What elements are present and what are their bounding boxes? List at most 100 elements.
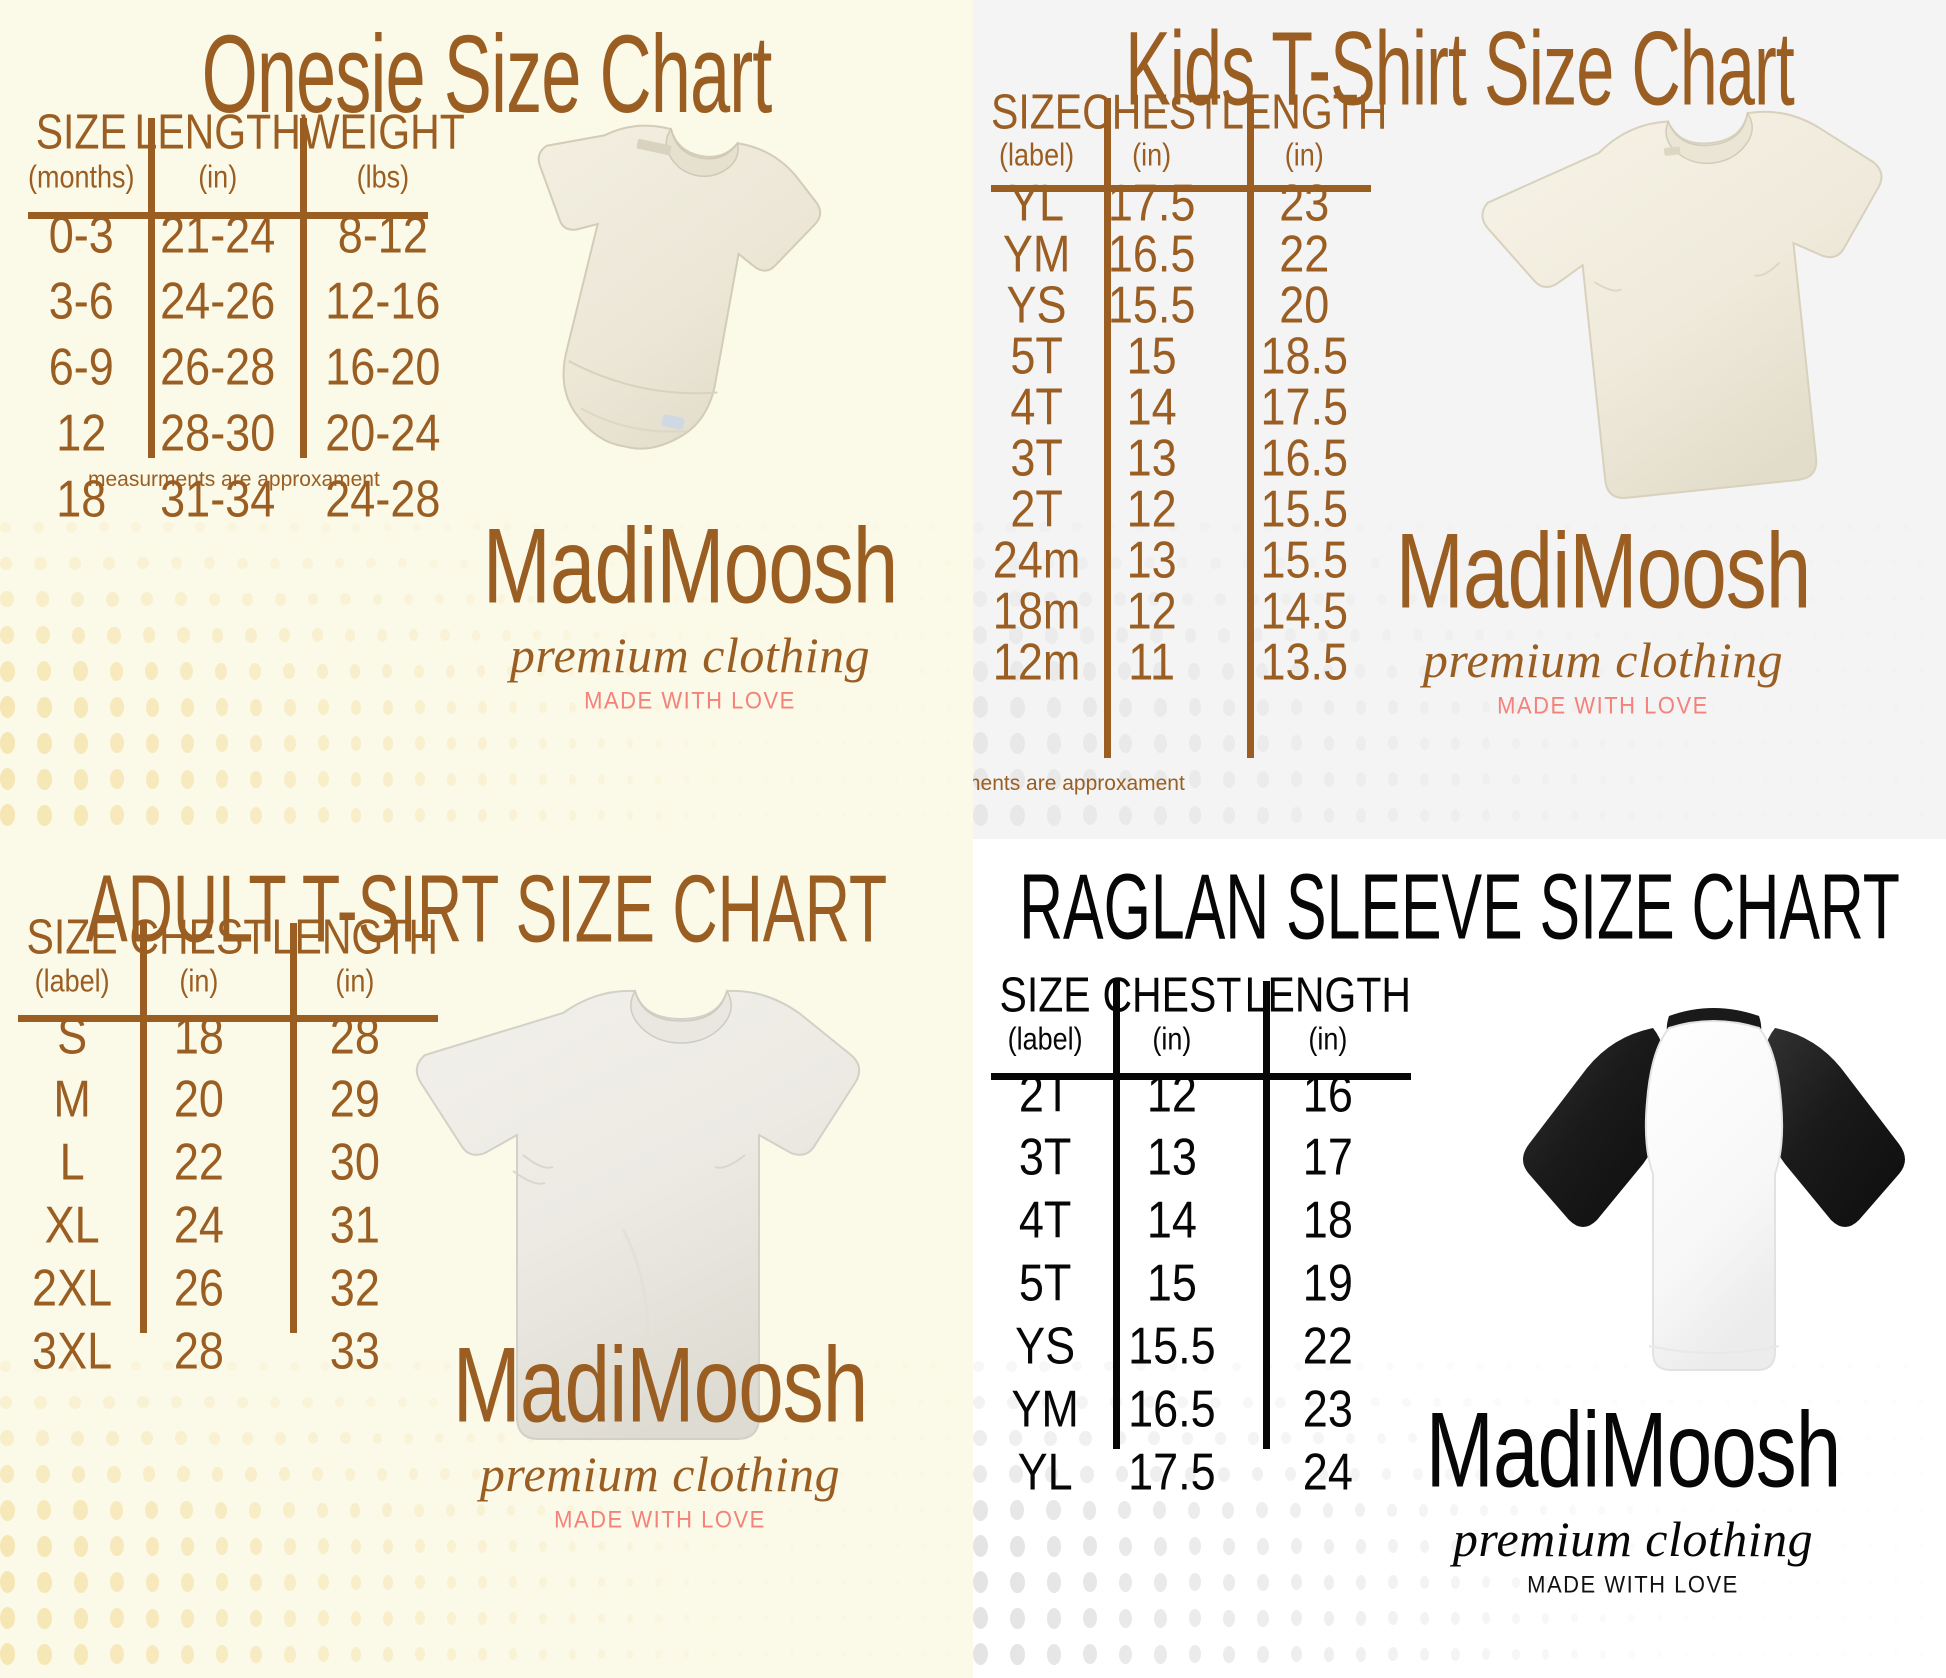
- dot: [0, 804, 16, 826]
- dot: [73, 1535, 89, 1557]
- cell-length: 28-30: [160, 402, 276, 462]
- cell-weight: 16-20: [325, 336, 441, 396]
- dot: [447, 1539, 456, 1553]
- cell-size: 5T: [1018, 1253, 1072, 1312]
- dot: [598, 738, 606, 748]
- dot: [842, 1579, 847, 1585]
- dot: [946, 1651, 951, 1657]
- dot: [894, 1615, 899, 1621]
- dot: [37, 732, 52, 754]
- cell-size: XL: [44, 1195, 100, 1254]
- brand-name: MadiMoosh: [452, 1326, 869, 1445]
- dot: [415, 700, 426, 714]
- dot: [1356, 1610, 1367, 1626]
- dot: [1046, 732, 1062, 754]
- dot: [1541, 737, 1550, 749]
- column-subheader-size: (months): [28, 159, 135, 194]
- dot: [1223, 770, 1236, 788]
- table-column-divider: [140, 923, 147, 1333]
- raglan-photo: [1503, 994, 1923, 1414]
- dot: [1153, 805, 1167, 825]
- cell-length: 30: [329, 1132, 380, 1191]
- dot: [1323, 1610, 1335, 1626]
- brand-love-text: MADE WITH LOVE: [584, 686, 796, 715]
- dot: [842, 1543, 847, 1549]
- dot: [1188, 734, 1202, 752]
- brand-name: MadiMoosh: [1425, 1391, 1842, 1510]
- dot: [539, 1648, 547, 1660]
- dot: [816, 1615, 821, 1621]
- dot: [1815, 776, 1820, 782]
- dot: [1188, 1609, 1202, 1627]
- dot: [711, 739, 716, 747]
- dot: [73, 1643, 89, 1665]
- table-row: 18m 12 14.5: [991, 581, 1387, 640]
- dot: [508, 1612, 518, 1624]
- dot: [737, 740, 742, 746]
- cell-weight: 24-28: [325, 468, 441, 528]
- dot: [655, 1577, 662, 1587]
- dot: [37, 1571, 52, 1593]
- dot: [1223, 1573, 1236, 1591]
- cell-chest: 15.5: [1107, 275, 1196, 334]
- dot: [1481, 1648, 1491, 1660]
- dot: [383, 699, 394, 715]
- dot: [683, 775, 690, 783]
- dot: [737, 1543, 742, 1549]
- dot: [110, 1572, 124, 1592]
- dot: [1710, 1615, 1715, 1621]
- dot: [1541, 809, 1550, 821]
- dot: [1841, 812, 1846, 818]
- dot: [1083, 1608, 1097, 1628]
- cell-chest: 12: [1126, 581, 1177, 640]
- dot: [737, 1579, 742, 1585]
- dot: [539, 773, 547, 785]
- brand-tagline: premium clothing: [1422, 631, 1784, 688]
- cell-size: YS: [1015, 1316, 1076, 1375]
- dot: [1223, 806, 1236, 824]
- cell-chest: 16.5: [1128, 1379, 1216, 1438]
- dot: [344, 628, 355, 642]
- dot: [477, 772, 487, 786]
- dot: [655, 1541, 662, 1551]
- dot: [245, 1466, 257, 1482]
- column-subheader-size: (label): [1007, 1021, 1083, 1056]
- dot: [317, 1646, 329, 1662]
- dot: [539, 1576, 547, 1588]
- dot: [0, 732, 16, 754]
- cell-length: 20: [1279, 275, 1330, 334]
- dot: [598, 810, 606, 820]
- dot: [1010, 1500, 1025, 1520]
- cell-size: 3T: [1018, 1127, 1072, 1186]
- dot: [278, 1467, 290, 1481]
- dot: [973, 591, 987, 607]
- cell-size: 2XL: [32, 1258, 113, 1317]
- dot: [1223, 734, 1236, 752]
- table-header-divider: [991, 185, 1371, 192]
- dot: [350, 1646, 362, 1662]
- dot: [1118, 1608, 1132, 1628]
- dot: [946, 1615, 951, 1621]
- dot: [383, 807, 394, 823]
- dot: [180, 769, 194, 789]
- dot: [180, 1501, 193, 1519]
- dot: [180, 1536, 194, 1556]
- dot: [1257, 1645, 1269, 1663]
- panel-kids-tshirt: Kids T-Shirt Size Chart: [973, 0, 1946, 839]
- dot: [1763, 776, 1768, 782]
- dot: [241, 592, 254, 606]
- dot: [568, 809, 577, 821]
- column-header-size: SIZE: [35, 104, 127, 160]
- dot-row: [0, 1600, 973, 1636]
- dot: [37, 661, 52, 681]
- cell-chest: 17.5: [1128, 1442, 1216, 1501]
- dot: [383, 1610, 394, 1626]
- dot: [180, 805, 194, 825]
- dot: [868, 740, 873, 746]
- dot: [1656, 1650, 1663, 1658]
- dot: [311, 628, 323, 642]
- dot: [1656, 1614, 1663, 1622]
- dot: [1541, 773, 1550, 785]
- dot: [1118, 697, 1132, 717]
- cell-size: 12: [56, 402, 107, 462]
